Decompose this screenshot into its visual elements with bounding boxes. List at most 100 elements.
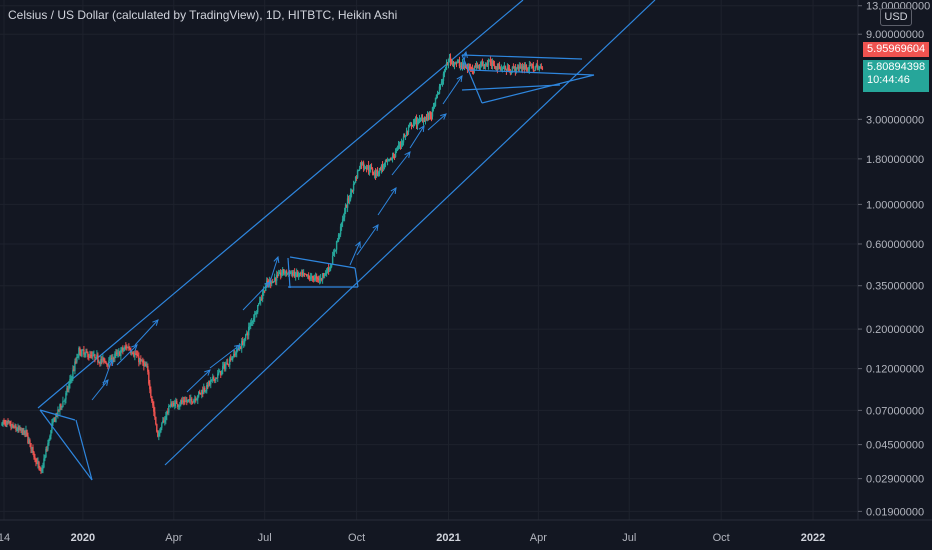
candle-body xyxy=(117,353,119,355)
candle-body xyxy=(46,448,48,450)
candle-body xyxy=(30,443,32,449)
candle-body xyxy=(451,61,454,63)
candle-body xyxy=(480,62,483,66)
candle-body xyxy=(439,84,442,87)
trend-line xyxy=(287,257,291,289)
candle-body xyxy=(255,312,257,314)
candle-body xyxy=(50,430,52,436)
candle-body xyxy=(535,64,538,67)
candle-body xyxy=(396,147,399,151)
candle-body xyxy=(236,349,238,353)
candle-body xyxy=(33,451,35,458)
candle-body xyxy=(254,313,256,319)
candle-body xyxy=(191,398,193,402)
candle-body xyxy=(463,65,466,67)
candle-body xyxy=(85,351,87,354)
candle-body xyxy=(326,267,329,272)
candle-body xyxy=(273,277,276,282)
price-tick-label: 1.00000000 xyxy=(866,199,924,211)
candle-body xyxy=(522,65,525,69)
candle-body xyxy=(252,320,254,323)
arrow-path xyxy=(461,51,467,71)
candle-body xyxy=(152,401,154,406)
candle-body xyxy=(210,380,212,385)
time-axis[interactable]: 14 2020 Apr Jul Oct 2021 Apr Jul Oct 2022 xyxy=(0,532,825,544)
candle-body xyxy=(139,359,141,363)
candle-body xyxy=(53,417,55,422)
candle-body xyxy=(32,447,34,452)
candle-body xyxy=(392,156,395,158)
candle-body xyxy=(310,276,313,278)
candle-body xyxy=(481,62,484,67)
candle-body xyxy=(149,383,151,390)
bar-countdown: 10:44:46 xyxy=(867,74,910,86)
candle-body xyxy=(230,358,232,360)
candle-body xyxy=(197,395,199,400)
candle-body xyxy=(530,63,533,66)
candle-body xyxy=(57,409,59,415)
candle-body xyxy=(298,273,301,275)
candle-body xyxy=(498,64,501,69)
arrow-path xyxy=(186,369,211,393)
price-tick-label: 0.02900000 xyxy=(866,474,924,486)
currency-button[interactable]: USD xyxy=(880,8,912,26)
candle-body xyxy=(524,64,527,70)
candle-body xyxy=(303,273,306,275)
candle-body xyxy=(335,241,338,250)
candle-body xyxy=(529,65,532,67)
candle-body xyxy=(421,118,424,122)
arrow-head xyxy=(234,344,241,351)
candle-body xyxy=(251,322,253,324)
candle-body xyxy=(250,322,252,326)
price-axis[interactable]: 13.000000009.000000003.000000001.8000000… xyxy=(858,1,930,519)
candle-body xyxy=(1,423,3,426)
candle-body xyxy=(436,93,439,95)
candle-body xyxy=(68,383,70,390)
high-price-tag: 5.95969604 xyxy=(863,42,929,57)
candle-body xyxy=(106,363,108,365)
candle-body xyxy=(166,411,168,417)
candle-body xyxy=(342,217,345,220)
candle-body xyxy=(314,275,317,279)
candle-body xyxy=(131,352,133,354)
price-tick-label: 0.12000000 xyxy=(866,364,924,376)
candle-body xyxy=(441,80,444,83)
trend-line xyxy=(75,419,93,481)
time-tick-label: Oct xyxy=(713,532,730,544)
candle-body xyxy=(17,427,19,431)
candle-body xyxy=(189,399,191,401)
candle-body xyxy=(138,356,140,363)
candle-body xyxy=(381,165,384,169)
candle-body xyxy=(380,165,383,171)
time-tick-label: Jul xyxy=(258,532,272,544)
candle-body xyxy=(3,421,5,423)
candle-body xyxy=(379,168,382,171)
candle-body xyxy=(442,73,445,81)
candle-body xyxy=(483,64,486,66)
candle-body xyxy=(511,67,514,73)
candle-body xyxy=(65,392,67,400)
candle-body xyxy=(242,341,244,345)
candle-body xyxy=(352,184,355,191)
candle-body xyxy=(411,125,414,127)
candle-body xyxy=(278,272,281,274)
candle-body xyxy=(171,403,173,407)
candle-body xyxy=(327,267,330,271)
candle-body xyxy=(208,381,210,386)
arrow-path xyxy=(409,125,425,149)
candle-body xyxy=(333,250,336,253)
candle-body xyxy=(328,269,331,271)
candle-body xyxy=(192,401,194,403)
candle-body xyxy=(222,366,224,371)
candle-body xyxy=(5,422,7,425)
candle-body xyxy=(41,468,43,472)
candle-body xyxy=(186,400,188,402)
candle-body xyxy=(19,428,21,430)
trend-line xyxy=(37,0,524,409)
candle-body xyxy=(154,411,156,417)
candle-body xyxy=(420,118,423,120)
candle-body xyxy=(307,274,310,279)
candle-body xyxy=(10,424,12,428)
candle-body xyxy=(393,156,396,158)
